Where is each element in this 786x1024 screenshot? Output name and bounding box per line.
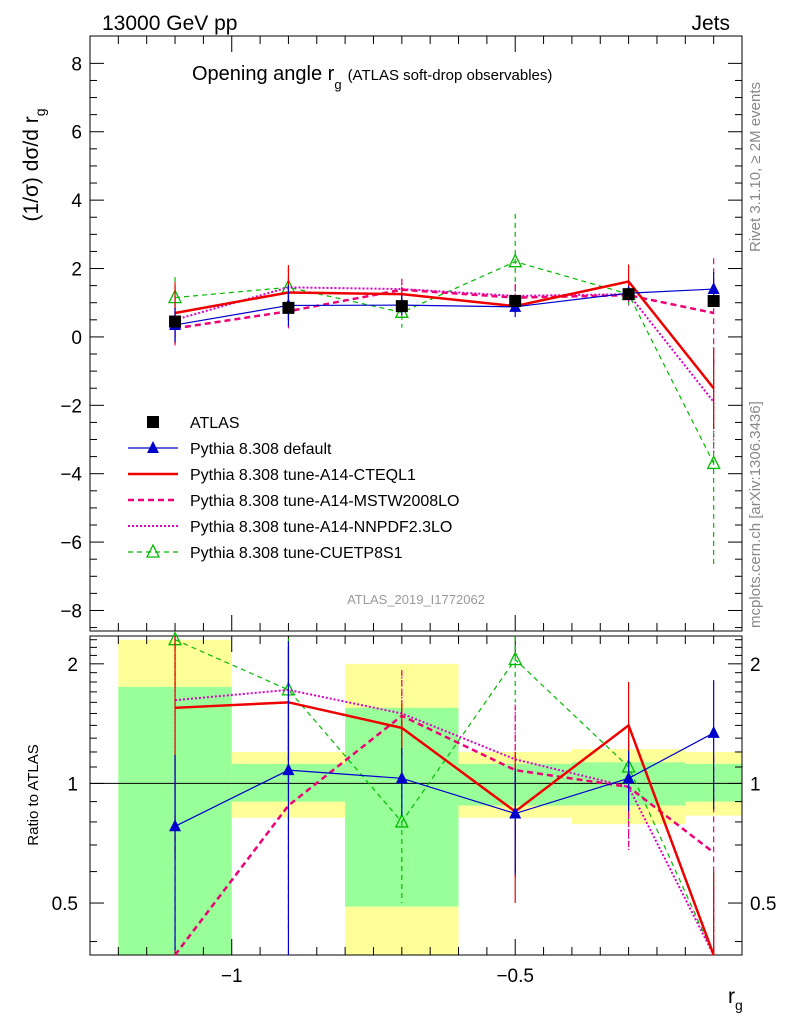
ratio-frame xyxy=(89,635,743,956)
marker-atlas xyxy=(509,295,522,308)
ratio-tick-label-right: 1 xyxy=(750,774,761,795)
marker-atlas xyxy=(169,315,182,328)
x-axis-title-sub: g xyxy=(735,997,743,1013)
marker-cuetp8s1 xyxy=(508,253,523,268)
marker-cuetp8s1 xyxy=(706,454,721,470)
chart-title-sub: g xyxy=(334,77,341,92)
marker-default xyxy=(147,441,159,453)
y-axis-title-top-main: (1/σ) dσ/d r xyxy=(20,116,43,221)
series-line-default xyxy=(174,288,714,326)
watermark: ATLAS_2019_I1772062 xyxy=(347,592,485,607)
legend-label-nnpdf: Pythia 8.308 tune-A14-NNPDF2.3LO xyxy=(190,519,452,536)
y-tick-label: 6 xyxy=(71,123,82,144)
mcplots-text: mcplots.cern.ch [arXiv:1306.3436] xyxy=(747,401,764,628)
ratio-tick-label-right: 0.5 xyxy=(750,894,776,915)
ratio-line-default xyxy=(174,732,714,827)
chart-title-main: Opening angle r xyxy=(192,63,335,85)
legend-label-cuetp8s1: Pythia 8.308 tune-CUETP8S1 xyxy=(190,545,403,562)
marker-default xyxy=(395,771,408,784)
legend-label-cteql1: Pythia 8.308 tune-A14-CTEQL1 xyxy=(190,467,416,484)
series-line-cuetp8s1 xyxy=(174,261,715,464)
marker-default xyxy=(509,806,522,819)
y-axis-title-bottom: Ratio to ATLAS xyxy=(25,744,42,845)
marker-atlas xyxy=(622,288,635,301)
chart-title: Opening angle rg (ATLAS soft-drop observa… xyxy=(192,63,552,92)
marker-default xyxy=(707,282,720,295)
marker-default xyxy=(282,763,295,776)
rivet-version-text: Rivet 3.1.10, ≥ 2M events xyxy=(747,82,764,252)
y-tick-label: 8 xyxy=(71,54,82,75)
marker-atlas xyxy=(707,295,720,308)
header-right: Jets xyxy=(691,12,730,35)
marker-default xyxy=(169,819,182,832)
x-axis-title-main: r xyxy=(728,985,735,1008)
header-left: 13000 GeV pp xyxy=(102,12,237,35)
y-tick-label: 4 xyxy=(71,191,82,212)
series-line-nnpdf xyxy=(174,286,715,403)
chart-title-paren: (ATLAS soft-drop observables) xyxy=(348,67,553,84)
x-axis-title: rg xyxy=(728,985,743,1013)
marker-cuetp8s1 xyxy=(145,543,161,558)
main-panel: 8 6 4 2 0 −2 −4 −6 −8 xyxy=(60,35,743,632)
y-tick-label: −6 xyxy=(60,533,82,554)
ratio-line-cteql1 xyxy=(174,701,715,956)
y-tick-label: −4 xyxy=(60,465,82,486)
y-tick-label: 2 xyxy=(71,260,82,281)
x-tick-label: −1 xyxy=(221,966,243,987)
ratio-tick-label-right: 2 xyxy=(750,655,761,676)
ratio-tick-label-left: 2 xyxy=(67,655,78,676)
marker-atlas xyxy=(282,301,295,314)
x-tick-label: −0.5 xyxy=(496,966,534,987)
y-axis-title-top: (1/σ) dσ/d rg xyxy=(20,108,48,221)
legend-label-mstw: Pythia 8.308 tune-A14-MSTW2008LO xyxy=(190,493,459,510)
legend-label-default: Pythia 8.308 default xyxy=(190,441,332,458)
y-axis-title-top-sub: g xyxy=(32,108,48,116)
marker-atlas xyxy=(395,300,408,313)
marker-default xyxy=(622,771,635,784)
legend-label-atlas: ATLAS xyxy=(190,415,240,432)
marker-cuetp8s1 xyxy=(508,651,523,666)
ratio-tick-label-left: 0.5 xyxy=(52,894,78,915)
marker-cuetp8s1 xyxy=(394,813,409,828)
main-frame xyxy=(89,35,743,632)
ratio-panel: 2 2 1 1 0.5 0.5 −1 −0.5 xyxy=(52,631,776,987)
y-tick-label: −8 xyxy=(60,601,82,622)
y-tick-label: −2 xyxy=(60,396,82,417)
ratio-line-mstw xyxy=(174,714,715,956)
y-tick-label: 0 xyxy=(71,328,82,349)
legend: ATLAS Pythia 8.308 default Pythia 8.308 tu… xyxy=(128,415,459,562)
ratio-line-nnpdf xyxy=(174,688,715,956)
marker-default xyxy=(707,725,720,738)
marker-atlas xyxy=(147,416,159,428)
series-line-cteql1 xyxy=(174,280,715,389)
ratio-tick-label-left: 1 xyxy=(67,774,78,795)
